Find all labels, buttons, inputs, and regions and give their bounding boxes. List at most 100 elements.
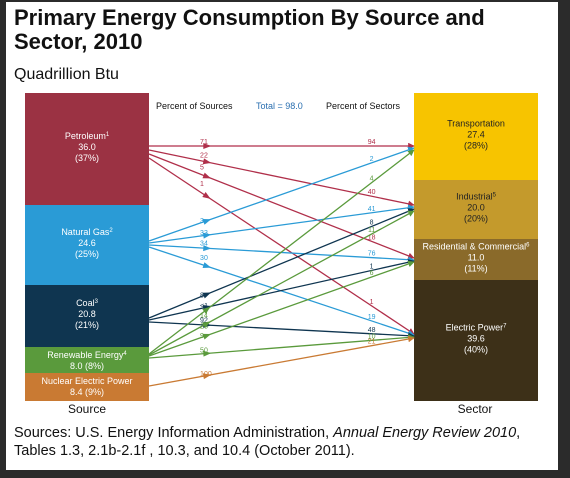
flow-gas-to-transport: 32 <box>148 146 415 242</box>
flow-line <box>148 335 415 387</box>
sector-value-electric: 39.6 <box>467 334 485 344</box>
flow-gas-to-industrial: 33 41 <box>148 204 415 244</box>
source-name-renewable: Renewable Energy4 <box>47 350 127 360</box>
flow-sector-percent: 18 <box>368 234 376 241</box>
footnote-marker: 1 <box>106 132 110 138</box>
flow-line <box>148 334 415 359</box>
flow-renewable-to-industrial: 28 11 <box>148 210 415 356</box>
flow-petroleum-to-residential: 518 <box>148 153 415 259</box>
flow-sector-percent: 48 <box>368 327 376 334</box>
source-percent-gas: (25%) <box>75 249 99 259</box>
sector-value-residential: 11.0 <box>468 253 485 263</box>
flow-source-percent: 33 <box>200 230 208 237</box>
flow-sector-percent: 2 <box>370 156 374 163</box>
flow-sector-percent: 8 <box>370 219 374 226</box>
flow-source-percent: 71 <box>200 139 208 146</box>
flow-line <box>148 321 415 339</box>
flow-line <box>148 208 415 319</box>
source-value-gas: 24.6 <box>78 238 96 248</box>
citation-title: Annual Energy Review 2010 <box>333 425 517 441</box>
sector-percent-electric: (40%) <box>464 345 488 355</box>
flow-arrow-mid <box>203 143 212 149</box>
header-percent-of-sources: Percent of Sources <box>156 101 233 111</box>
source-value-nuclear: 8.4 (9%) <box>70 387 104 397</box>
flow-source-percent: 5 <box>200 165 204 172</box>
flow-line <box>148 204 415 244</box>
sector-name-industrial: Industrial5 <box>456 192 497 202</box>
flow-renewable-to-electric: 50 10 <box>148 333 415 359</box>
flow-sector-percent: 11 <box>368 227 375 234</box>
citation-suffix: , Tables 1.3, 2.1b-2.1f , 10.3, and 10.4… <box>14 425 521 459</box>
sector-percent-residential: (11%) <box>464 264 487 274</box>
page-title: Primary Energy Consumption By Source and… <box>14 5 485 54</box>
flow-line <box>148 149 415 355</box>
flow-sector-percent: 19 <box>368 314 376 321</box>
source-percent-petroleum: (37%) <box>75 153 99 163</box>
header-total: Total = 98.0 <box>256 101 303 111</box>
flow-arrow-mid <box>202 333 212 340</box>
flow-arrow-mid <box>202 321 211 328</box>
flow-sector-percent: 10 <box>368 333 376 340</box>
flow-source-percent: 30 <box>200 255 208 262</box>
sector-name-electric: Electric Power7 <box>446 323 508 333</box>
source-box-fill <box>25 205 149 285</box>
flow-coal-to-industrial: 88 <box>148 208 415 319</box>
flow-source-percent: 8 <box>200 292 204 299</box>
source-name-petroleum: Petroleum1 <box>65 131 110 141</box>
flow-line <box>148 149 415 207</box>
flow-arrow-mid <box>202 306 211 314</box>
flow-arrow-mid <box>202 158 212 165</box>
subtitle-units: Quadrillion Btu <box>14 66 119 83</box>
flow-gas-to-residential: 34 76 <box>148 241 415 263</box>
footnote-marker: 5 <box>493 193 497 199</box>
flow-arrow-mid <box>202 292 211 299</box>
sector-box-fill <box>414 180 538 239</box>
footnote-marker: 2 <box>109 228 113 234</box>
flow-sector-percent: 76 <box>368 251 376 258</box>
footnote-marker: 7 <box>503 324 507 330</box>
flow-source-percent: 9 <box>200 333 204 340</box>
flow-arrow-mid <box>202 172 212 179</box>
flow-source-percent: 14 <box>200 312 208 319</box>
sector-value-transport: 27.4 <box>467 130 485 140</box>
flow-source-percent: 92 <box>200 317 208 324</box>
flow-coal-to-residential: <1 1 <box>148 259 415 321</box>
flow-sector-percent: 21 <box>368 339 376 346</box>
sources-citation: Sources: U.S. Energy Information Adminis… <box>14 424 544 460</box>
flow-nuclear-to-electric: 100 21 <box>148 335 415 387</box>
citation-prefix: Sources: U.S. Energy Information Adminis… <box>14 425 334 441</box>
sector-percent-transport: (28%) <box>464 141 488 151</box>
flow-line <box>148 259 415 321</box>
flow-petroleum-to-electric: 11 <box>148 157 415 335</box>
flow-arrow-mid <box>203 245 212 252</box>
footnote-marker: 6 <box>526 243 530 249</box>
flow-arrow-mid <box>202 192 211 199</box>
source-value-petroleum: 36.0 <box>78 142 96 152</box>
sector-box-fill <box>414 93 538 180</box>
source-name-gas: Natural Gas2 <box>61 227 113 237</box>
footnote-marker: 4 <box>123 351 127 357</box>
flow-sector-percent: 1 <box>370 299 374 306</box>
sector-name-residential: Residential & Commercial6 <box>423 242 531 252</box>
column-label-sector: Sector <box>458 402 493 416</box>
flow-source-percent: 1 <box>200 181 204 188</box>
flow-source-percent: 28 <box>200 324 208 331</box>
flow-source-percent: 22 <box>200 152 208 159</box>
source-name-nuclear: Nuclear Electric Power <box>41 376 132 386</box>
source-name-coal: Coal3 <box>76 298 99 308</box>
sector-name-transport: Transportation <box>447 119 505 129</box>
flow-line <box>148 260 415 357</box>
flow-sector-percent: 40 <box>368 189 376 196</box>
source-percent-coal: (21%) <box>75 320 99 330</box>
source-box-fill <box>25 347 149 373</box>
flow-line <box>148 210 415 356</box>
source-box-fill <box>25 93 149 205</box>
flow-arrow-mid <box>202 262 212 268</box>
